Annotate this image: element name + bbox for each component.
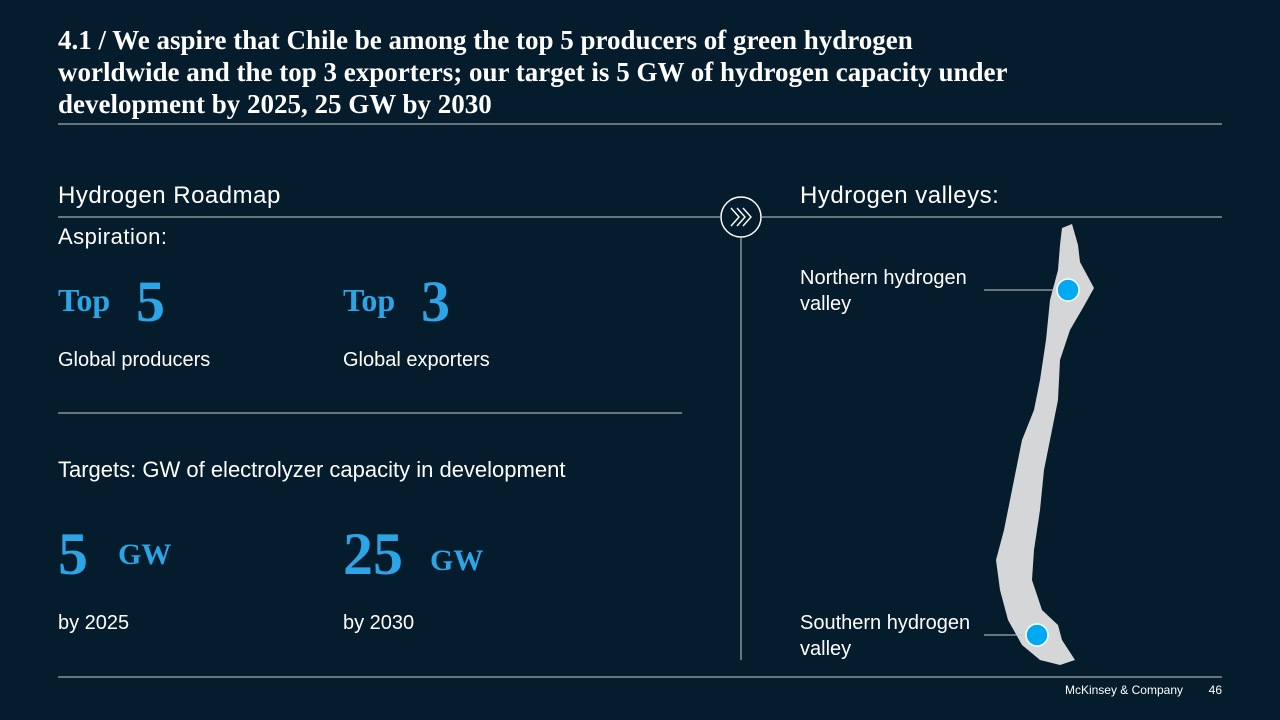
aspiration-label: Aspiration:	[58, 224, 168, 249]
section-heading: Hydrogen Roadmap	[58, 182, 281, 209]
valleys-heading: Hydrogen valleys:	[800, 182, 1000, 209]
chevron-arrows	[730, 207, 752, 227]
aspiration-caption: Global producers	[58, 349, 211, 371]
aspiration-rank: 3	[421, 269, 450, 334]
valley-label: Southern hydrogen valley	[800, 612, 971, 660]
target-unit: GW	[118, 538, 172, 571]
target-value: 25	[343, 521, 403, 587]
aspiration-caption: Global exporters	[343, 349, 490, 371]
chile-map	[996, 224, 1094, 665]
target-unit: GW	[430, 544, 484, 577]
valley-dot	[1025, 623, 1049, 647]
valley-dot	[1056, 278, 1080, 302]
target-caption: by 2030	[343, 612, 415, 634]
title-line: development by 2025, 25 GW by 2030	[58, 89, 492, 119]
footer-company: McKinsey & Company	[1064, 683, 1183, 697]
chevron-icon	[720, 196, 762, 238]
valley-label: Northern hydrogen valley	[800, 267, 967, 315]
aspiration-rank: 5	[136, 269, 165, 334]
targets-label: Targets: GW of electrolyzer capacity in …	[58, 457, 566, 482]
target-value: 5	[58, 521, 88, 587]
target-caption: by 2025	[58, 612, 130, 634]
title: 4.1 / We aspire that Chile be among the …	[58, 24, 1007, 120]
aspiration-prefix: Top	[343, 282, 396, 318]
page-number: 46	[1208, 683, 1222, 697]
title-line: worldwide and the top 3 exporters; our t…	[58, 57, 1008, 87]
aspiration-prefix: Top	[58, 282, 111, 318]
title-line: 4.1 / We aspire that Chile be among the …	[58, 25, 913, 55]
